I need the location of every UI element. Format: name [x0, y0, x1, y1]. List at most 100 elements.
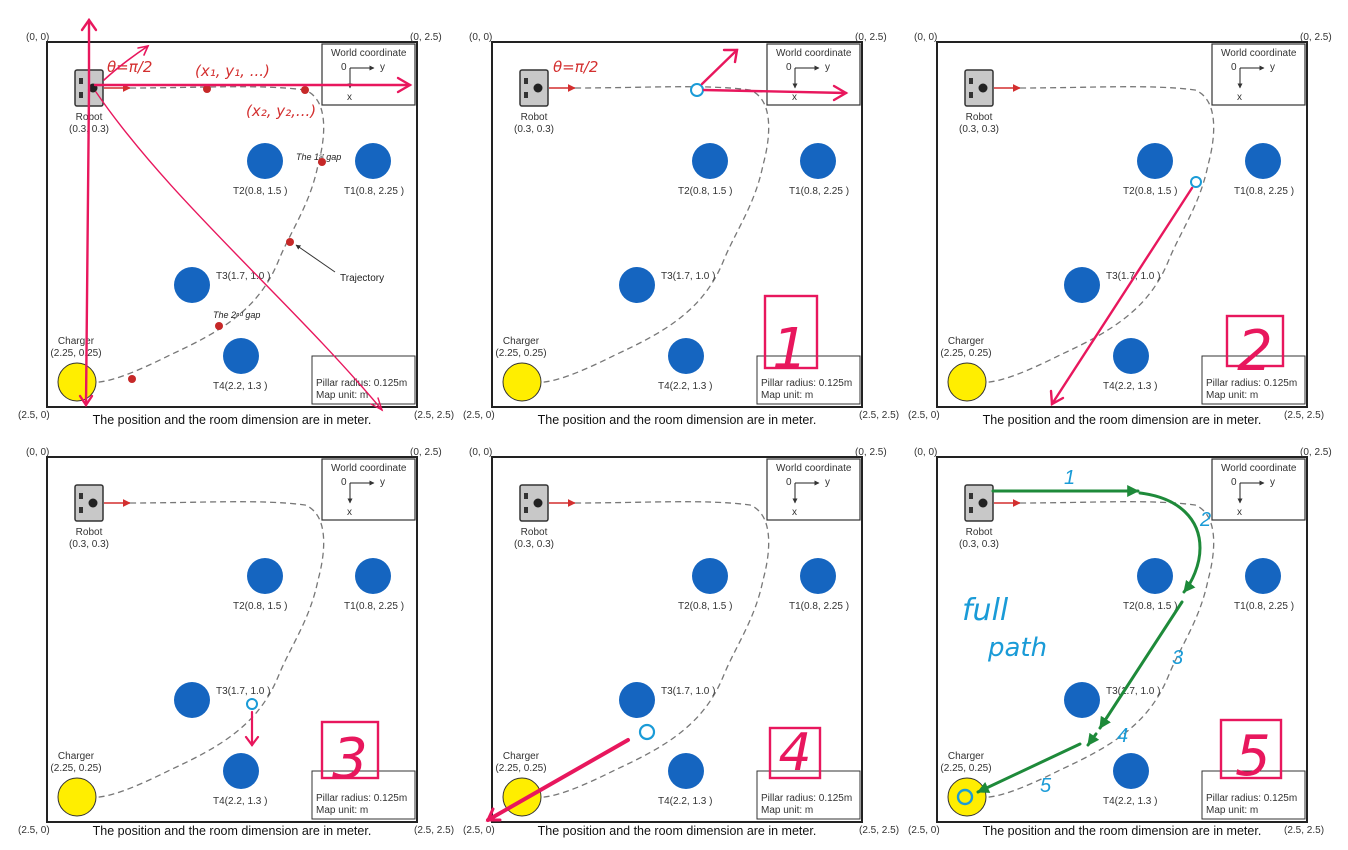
world-x-label: x — [792, 507, 797, 518]
robot-label: Robot — [521, 527, 548, 538]
corner-top-left: (0, 0) — [914, 447, 937, 458]
pillar-t4-label: T4(2.2, 1.3 ) — [658, 796, 712, 807]
world-coordinate-title: World coordinate — [1221, 463, 1297, 474]
corner-top-left: (0, 0) — [469, 447, 492, 458]
charger-label: Charger — [58, 751, 95, 762]
theta-label: θ=π/2 — [553, 58, 598, 76]
corner-top-right: (0, 2.5) — [1300, 447, 1332, 458]
corner-bottom-left: (2.5, 0) — [908, 825, 940, 836]
map-unit-text: Map unit: m — [316, 805, 368, 816]
step-bracket — [1219, 718, 1283, 780]
robot-position: (0.3, 0.3) — [959, 124, 999, 135]
segment-label: 3 — [1172, 647, 1183, 669]
pillar-t3-label: T3(1.7, 1.0 ) — [661, 271, 715, 282]
corner-top-right: (0, 2.5) — [410, 447, 442, 458]
panel-text: (0, 0) (0, 2.5) (2.5, 0) (2.5, 2.5) Worl… — [908, 32, 1332, 421]
world-y-label: y — [825, 477, 830, 488]
world-origin-label: 0 — [341, 62, 347, 73]
robot-label: Robot — [521, 112, 548, 123]
world-y-label: y — [1270, 477, 1275, 488]
trajectory-points — [128, 85, 326, 383]
segment-labels: 1 2 3 4 5 — [1040, 467, 1211, 797]
pillar-t2-label: T2(0.8, 1.5 ) — [1123, 601, 1177, 612]
pillar-t2-label: T2(0.8, 1.5 ) — [233, 601, 287, 612]
map-unit-text: Map unit: m — [316, 390, 368, 401]
panel-text: (0, 0) (0, 2.5) (2.5, 0) (2.5, 2.5) Worl… — [18, 447, 454, 836]
pillar-t2-label: T2(0.8, 1.5 ) — [678, 186, 732, 197]
corner-top-right: (0, 2.5) — [855, 32, 887, 43]
green-path — [976, 485, 1202, 794]
charger-label: Charger — [58, 336, 95, 347]
step-label: 2 — [1237, 319, 1273, 384]
waypoint1-label: (x₁, y₁, ...) — [195, 62, 270, 80]
pen-strokes — [244, 710, 260, 747]
pillar-t3-label: T3(1.7, 1.0 ) — [661, 686, 715, 697]
corner-bottom-left: (2.5, 0) — [18, 825, 50, 836]
world-origin-label: 0 — [786, 477, 792, 488]
world-coordinate-title: World coordinate — [776, 48, 852, 59]
pen-strokes — [485, 738, 630, 822]
step-label: 1 — [772, 317, 808, 382]
map-unit-text: Map unit: m — [761, 805, 813, 816]
caption: The position and the room dimension are … — [983, 824, 1262, 838]
current-position-marker — [638, 723, 656, 741]
panel-text: (0, 0) (0, 2.5) (2.5, 0) (2.5, 2.5) Worl… — [463, 447, 899, 836]
world-y-label: y — [825, 62, 830, 73]
world-y-label: y — [1270, 62, 1275, 73]
world-coordinate-title: World coordinate — [1221, 48, 1297, 59]
pillar-t1-label: T1(0.8, 2.25 ) — [1234, 186, 1294, 197]
corner-top-right: (0, 2.5) — [410, 32, 442, 43]
pillar-t1-label: T1(0.8, 2.25 ) — [789, 601, 849, 612]
corner-top-right: (0, 2.5) — [1300, 32, 1332, 43]
pillar-t1-label: T1(0.8, 2.25 ) — [1234, 601, 1294, 612]
charger-position: (2.25, 0.25) — [495, 763, 546, 774]
corner-bottom-right: (2.5, 2.5) — [859, 825, 899, 836]
trajectory-pointer — [295, 244, 336, 273]
charger-label: Charger — [948, 336, 985, 347]
trajectory-label: Trajectory — [340, 273, 384, 284]
segment-label: 1 — [1064, 467, 1075, 489]
robot-position: (0.3, 0.3) — [514, 539, 554, 550]
robot-label: Robot — [966, 112, 993, 123]
world-origin-label: 0 — [1231, 62, 1237, 73]
step-bracket — [763, 294, 819, 370]
pen-strokes — [78, 17, 413, 412]
caption: The position and the room dimension are … — [538, 824, 817, 838]
pillar-radius-text: Pillar radius: 0.125m — [761, 378, 852, 389]
segment-label: 5 — [1040, 775, 1052, 797]
map-unit-text: Map unit: m — [1206, 390, 1258, 401]
corner-top-left: (0, 0) — [914, 32, 937, 43]
corner-bottom-right: (2.5, 2.5) — [414, 825, 454, 836]
world-x-label: x — [1237, 507, 1242, 518]
world-origin-label: 0 — [786, 62, 792, 73]
step-label: 3 — [332, 727, 368, 792]
caption: The position and the room dimension are … — [983, 413, 1262, 427]
pillar-t4-label: T4(2.2, 1.3 ) — [213, 381, 267, 392]
caption: The position and the room dimension are … — [538, 413, 817, 427]
world-y-label: y — [380, 62, 385, 73]
pen-strokes — [700, 48, 849, 102]
charger-label: Charger — [948, 751, 985, 762]
pen-strokes — [1049, 186, 1194, 406]
pillar-t3-label: T3(1.7, 1.0 ) — [216, 686, 270, 697]
robot-position: (0.3, 0.3) — [514, 124, 554, 135]
pillar-t4-label: T4(2.2, 1.3 ) — [658, 381, 712, 392]
pillar-radius-text: Pillar radius: 0.125m — [316, 378, 407, 389]
map-unit-text: Map unit: m — [761, 390, 813, 401]
charger-position: (2.25, 0.25) — [940, 348, 991, 359]
corner-top-left: (0, 0) — [469, 32, 492, 43]
corner-bottom-right: (2.5, 2.5) — [414, 410, 454, 421]
panel-5: (0, 0) (0, 2.5) (2.5, 0) (2.5, 2.5) Worl… — [463, 447, 899, 838]
world-x-label: x — [347, 92, 352, 103]
pillar-t2-label: T2(0.8, 1.5 ) — [1123, 186, 1177, 197]
panel-1: (0, 0) (0, 2.5) (2.5, 0) (2.5, 2.5) Worl… — [18, 17, 454, 427]
step-bracket — [768, 726, 822, 780]
corner-bottom-right: (2.5, 2.5) — [1284, 825, 1324, 836]
corner-bottom-left: (2.5, 0) — [908, 410, 940, 421]
charger-position: (2.25, 0.25) — [50, 763, 101, 774]
charger-label: Charger — [503, 336, 540, 347]
corner-top-right: (0, 2.5) — [855, 447, 887, 458]
pillar-t2-label: T2(0.8, 1.5 ) — [678, 601, 732, 612]
world-coordinate-title: World coordinate — [331, 463, 407, 474]
